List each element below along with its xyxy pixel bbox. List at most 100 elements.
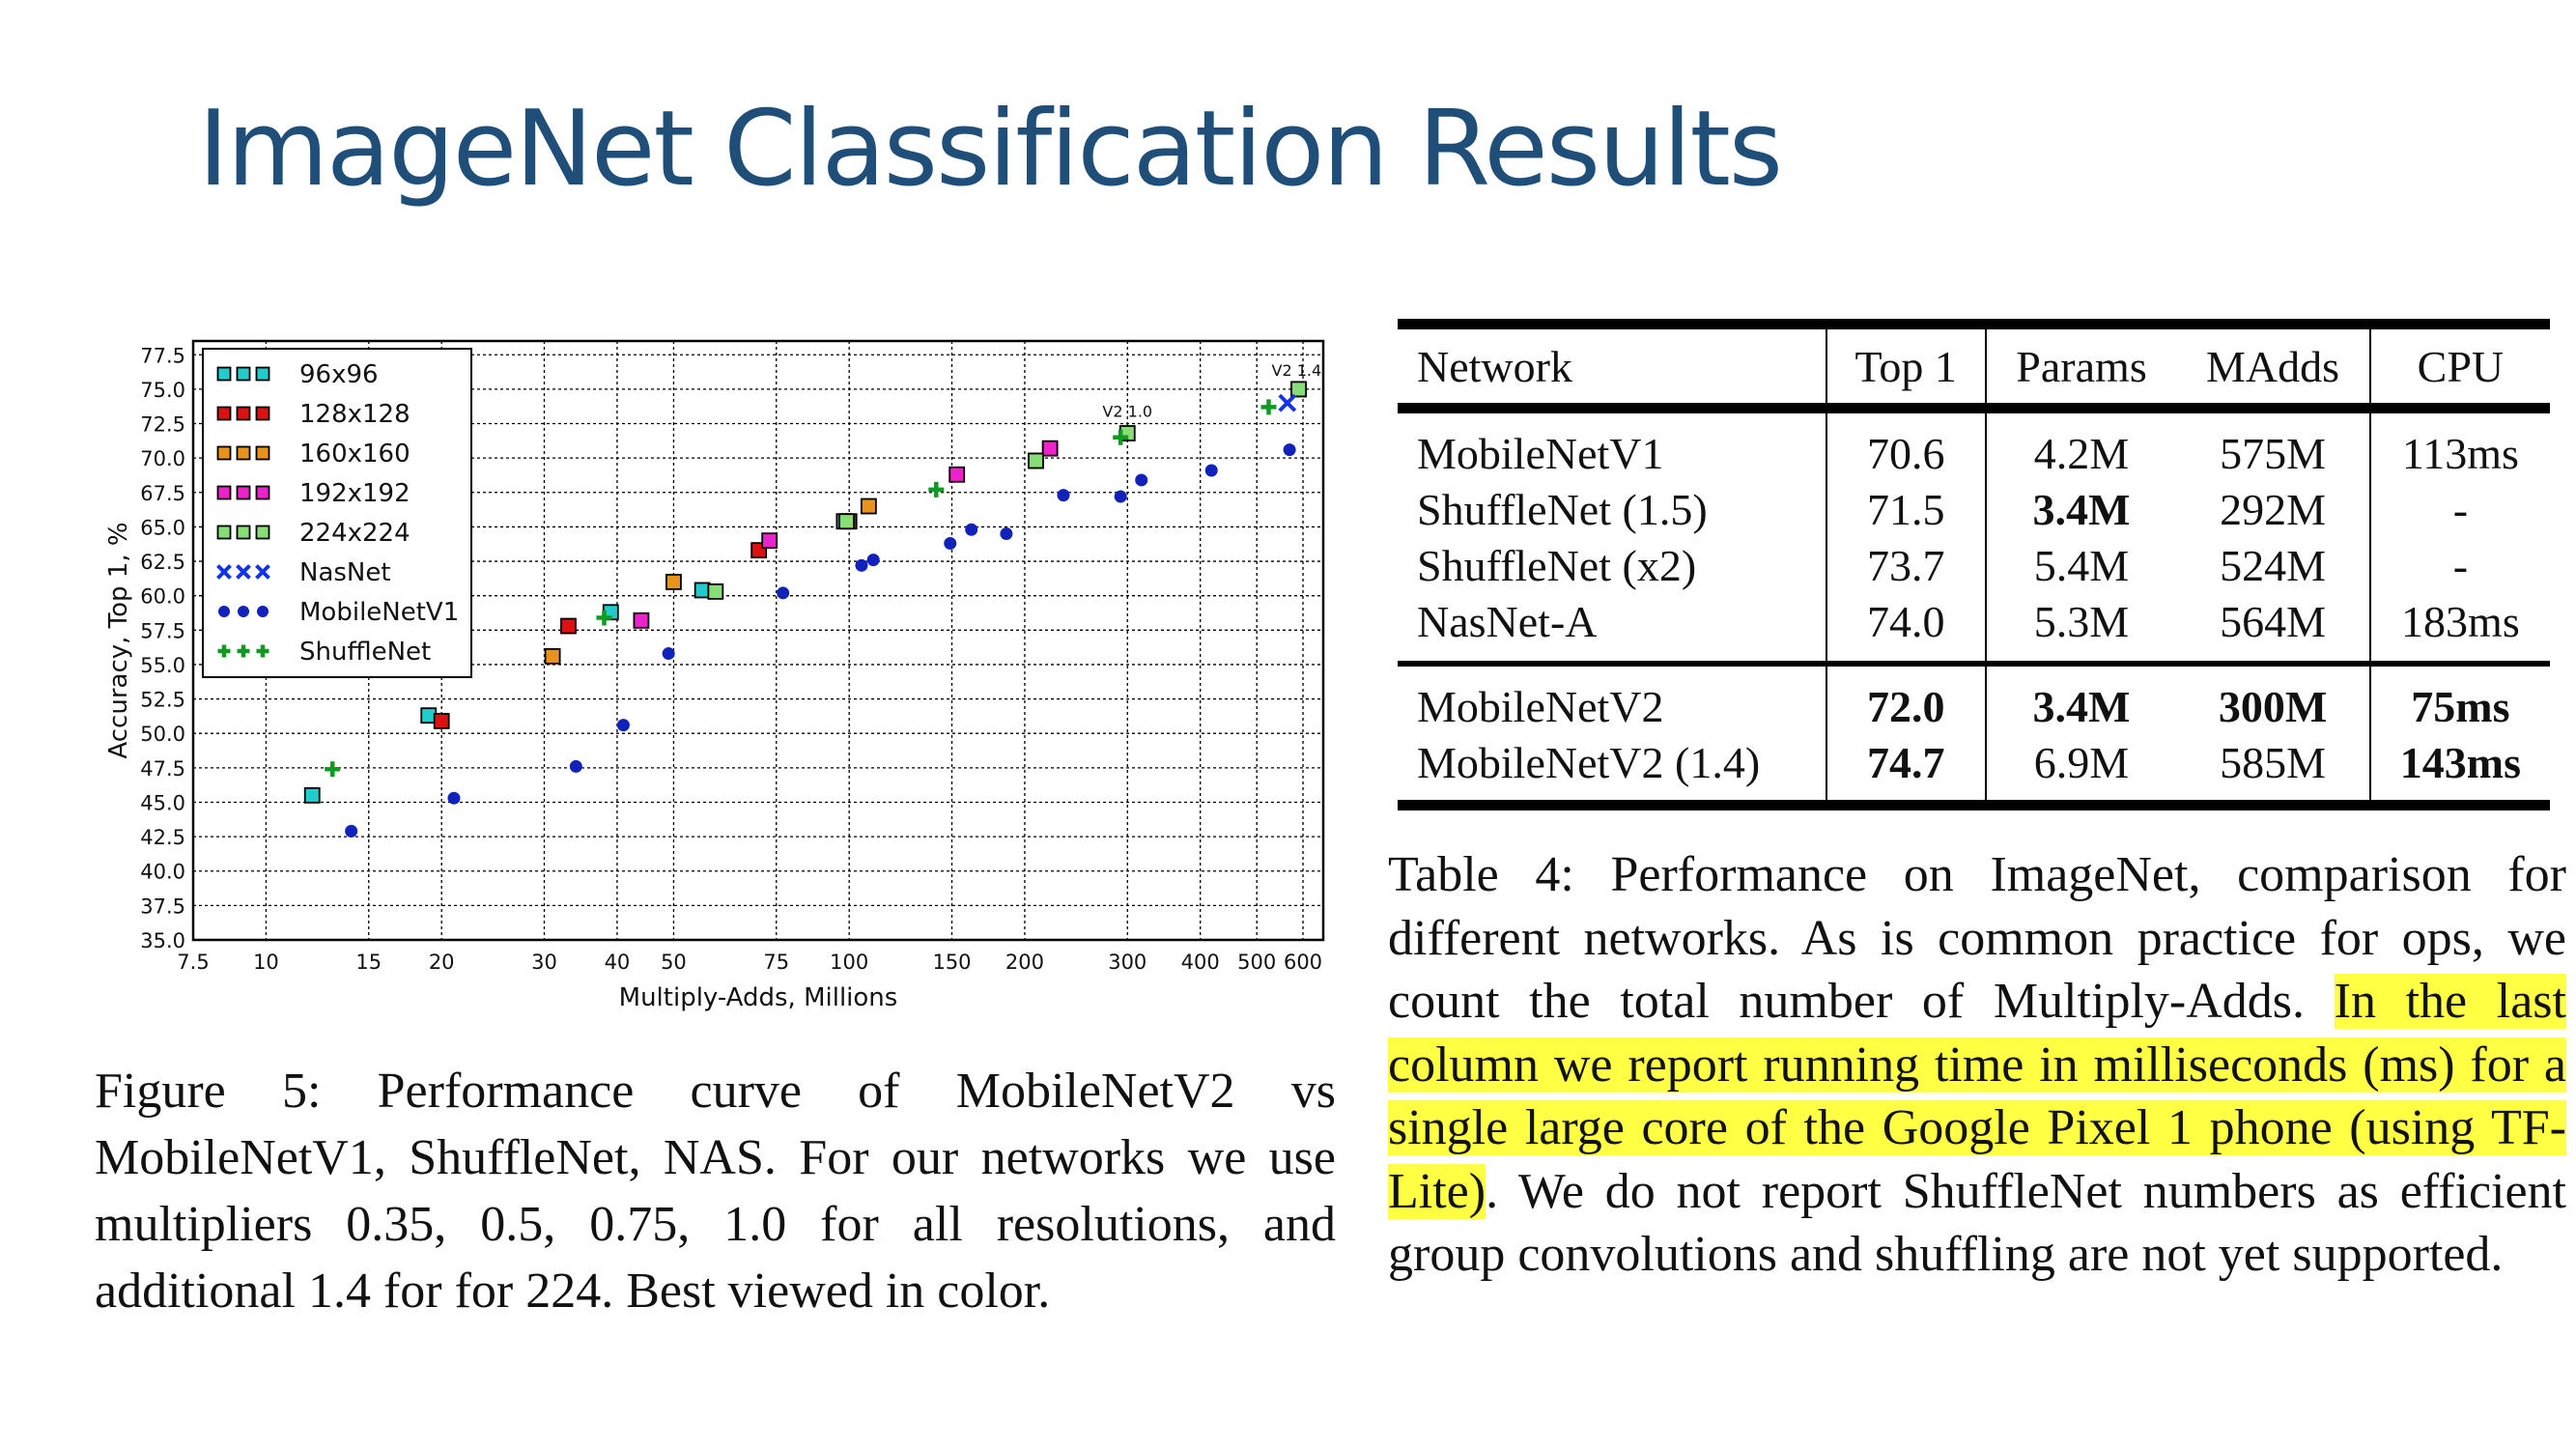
- chart-points: [303, 381, 1308, 838]
- header-params: Params: [1984, 324, 2177, 409]
- data-point: [707, 583, 724, 600]
- table-caption-part2: . We do not report ShuffleNet numbers as…: [1388, 1163, 2566, 1283]
- legend-marker: [216, 445, 232, 461]
- data-point: [838, 513, 855, 530]
- legend-entry: 224x224: [299, 519, 410, 548]
- legend-marker: [216, 406, 232, 421]
- point-annotation: V2 1.0: [1102, 403, 1152, 421]
- data-point: [1278, 393, 1297, 412]
- cell-params: 4.2M: [1984, 408, 2177, 481]
- data-point: [1028, 452, 1044, 469]
- legend-marker: [255, 366, 270, 382]
- cell-madds: 564M: [2220, 596, 2326, 646]
- data-point: [596, 610, 612, 626]
- legend-marker: [236, 406, 251, 421]
- x-tick-label: 200: [1005, 951, 1044, 974]
- legend-entry: 192x192: [299, 479, 410, 508]
- table-row: MobileNetV2 72.0 3.4M 300M 75ms: [1398, 664, 2550, 734]
- legend-marker: [216, 366, 232, 382]
- cell-params: 3.4M: [1984, 481, 2177, 537]
- x-tick-label: 150: [932, 951, 971, 974]
- legend-marker: [255, 406, 270, 421]
- legend-entry: ShuffleNet: [299, 638, 431, 667]
- data-point: [1057, 489, 1070, 502]
- cell-top1: 74.7: [1825, 734, 1986, 806]
- chart-ticks: 35.0 37.5 40.0 42.5 45.0 47.5 50.0 52.5 55.0 57.5…: [140, 344, 1322, 974]
- data-point: [447, 791, 461, 805]
- cell-madds: 524M: [2220, 540, 2326, 590]
- cell-top1: 73.7: [1825, 537, 1986, 593]
- figure-caption: Figure 5: Performance curve of MobileNet…: [95, 1058, 1336, 1324]
- data-point: [560, 617, 577, 635]
- data-point: [694, 582, 711, 599]
- legend-marker: [256, 644, 269, 658]
- y-tick-label: 57.5: [140, 619, 185, 642]
- chart-annotations: V2 1.0 V2 1.4: [1102, 361, 1321, 421]
- cell-cpu: -: [2368, 537, 2550, 593]
- cell-cpu: -: [2368, 481, 2550, 537]
- y-tick-label: 60.0: [140, 585, 185, 609]
- legend-marker: [255, 564, 270, 580]
- legend-entry: NasNet: [299, 558, 391, 587]
- data-point: [928, 481, 945, 497]
- y-tick-label: 55.0: [140, 654, 185, 677]
- legend-entry: 128x128: [299, 400, 410, 429]
- y-tick-label: 62.5: [140, 551, 185, 574]
- slide-title: ImageNet Classification Results: [198, 89, 1783, 210]
- data-point: [777, 586, 790, 600]
- cell-cpu: 113ms: [2368, 408, 2550, 481]
- cell-params: 3.4M: [1984, 664, 2177, 734]
- table-row: MobileNetV2 (1.4) 74.7 6.9M 585M 143ms: [1398, 734, 2550, 806]
- cell-top1: 72.0: [1825, 664, 1986, 734]
- data-point: [761, 532, 778, 550]
- y-tick-label: 72.5: [140, 413, 185, 437]
- table-header-row: Network Top 1 Params MAdds CPU: [1398, 324, 2550, 409]
- data-point: [1290, 381, 1308, 398]
- data-point: [866, 554, 880, 567]
- x-tick-label: 100: [830, 951, 868, 974]
- y-tick-label: 37.5: [140, 895, 185, 918]
- data-point: [1041, 440, 1059, 457]
- data-point: [633, 611, 650, 629]
- table-caption: Table 4: Performance on ImageNet, compar…: [1388, 843, 2566, 1287]
- legend-marker: [236, 366, 251, 382]
- data-point: [1114, 490, 1127, 503]
- data-point: [616, 719, 630, 732]
- legend-marker: [216, 485, 232, 500]
- data-point: [544, 647, 561, 665]
- cell-top1: 71.5: [1825, 481, 1986, 537]
- data-point: [665, 574, 682, 590]
- cell-madds: 300M: [2218, 681, 2328, 731]
- legend-marker: [257, 606, 269, 617]
- legend-marker: [255, 525, 270, 540]
- legend-marker: [238, 606, 249, 617]
- data-point: [662, 647, 675, 661]
- x-tick-label: 7.5: [177, 951, 209, 974]
- y-tick-label: 40.0: [140, 861, 185, 884]
- point-annotation: V2 1.4: [1272, 361, 1322, 380]
- header-cpu: CPU: [2368, 324, 2550, 409]
- cell-madds: 292M: [2220, 484, 2326, 534]
- data-point: [1283, 443, 1296, 457]
- figure-caption-text: Performance curve of MobileNetV2 vs Mobi…: [95, 1064, 1336, 1319]
- cell-cpu: 183ms: [2368, 593, 2550, 664]
- y-tick-label: 47.5: [140, 757, 185, 781]
- table-row: ShuffleNet (x2) 73.7 5.4M 524M -: [1398, 537, 2550, 593]
- table-row: NasNet-A 74.0 5.3M 564M 183ms: [1398, 593, 2550, 664]
- data-point: [860, 497, 877, 515]
- cell-network: ShuffleNet (x2): [1417, 540, 1697, 590]
- y-tick-label: 67.5: [140, 482, 185, 505]
- x-tick-label: 40: [605, 951, 631, 974]
- y-tick-label: 42.5: [140, 826, 185, 849]
- table-row: ShuffleNet (1.5) 71.5 3.4M 292M -: [1398, 481, 2550, 537]
- legend-entry: MobileNetV1: [299, 598, 459, 627]
- cell-network: MobileNetV1: [1417, 428, 1664, 478]
- data-point: [303, 786, 321, 804]
- data-point: [1113, 429, 1129, 445]
- header-top1: Top 1: [1825, 324, 1986, 409]
- cell-network: MobileNetV2: [1417, 681, 1664, 731]
- data-point: [1000, 527, 1013, 541]
- y-axis-label: Accuracy, Top 1, %: [104, 522, 133, 758]
- x-tick-label: 400: [1181, 951, 1220, 974]
- x-tick-label: 500: [1237, 951, 1276, 974]
